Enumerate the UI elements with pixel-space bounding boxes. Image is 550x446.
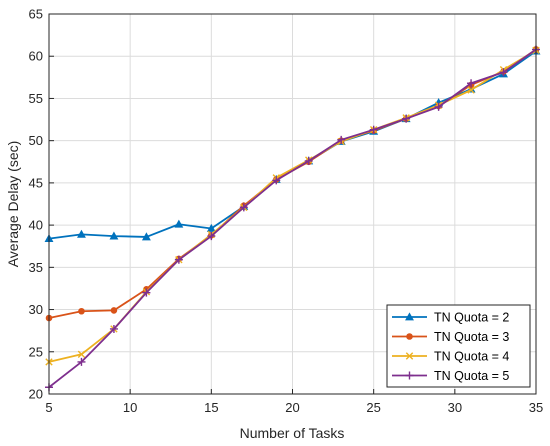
data-point — [272, 176, 281, 185]
data-point — [174, 255, 183, 264]
y-axis-label: Average Delay (sec) — [5, 141, 21, 268]
data-point — [77, 357, 86, 366]
data-point — [78, 307, 85, 315]
legend-marker — [405, 352, 414, 360]
data-point — [499, 68, 508, 77]
data-point — [142, 288, 151, 297]
series-line — [48, 48, 537, 388]
data-point — [467, 86, 475, 94]
y-tick-label: 25 — [29, 344, 43, 359]
data-point — [141, 232, 151, 241]
data-point — [304, 156, 313, 165]
data-point — [109, 324, 118, 333]
series-layer — [44, 45, 541, 392]
legend-marker — [406, 333, 413, 340]
legend-item: TN Quota = 2 — [392, 311, 509, 325]
legend-label: TN Quota = 4 — [434, 350, 509, 364]
y-tick-label: 20 — [29, 387, 43, 402]
axis-ticks: 5 10 15 20 25 30 35 20 25 30 35 40 45 50 55 60 65 — [29, 7, 544, 416]
legend-marker — [405, 371, 414, 380]
y-tick-label: 45 — [29, 175, 43, 190]
data-point — [467, 79, 476, 88]
data-point — [110, 307, 118, 314]
data-point — [369, 125, 378, 134]
legend-marker — [405, 312, 414, 321]
x-tick-label: 20 — [285, 400, 299, 415]
data-point — [239, 203, 248, 212]
data-point — [174, 219, 184, 228]
legend-item: TN Quota = 5 — [392, 369, 509, 383]
data-point — [206, 223, 216, 232]
legend-box — [386, 304, 531, 388]
y-tick-label: 50 — [29, 133, 43, 148]
data-point — [77, 350, 86, 359]
y-tick-label: 35 — [29, 260, 43, 275]
y-tick-label: 40 — [29, 218, 43, 233]
y-tick-label: 55 — [29, 91, 43, 106]
data-point — [402, 114, 411, 123]
x-axis-label: Number of Tasks — [240, 425, 345, 441]
data-point — [109, 231, 119, 240]
legend-label: TN Quota = 3 — [434, 330, 509, 344]
data-point — [434, 102, 443, 111]
x-tick-label: 30 — [448, 400, 462, 415]
x-tick-label: 15 — [204, 400, 218, 415]
y-tick-label: 30 — [29, 302, 43, 317]
x-tick-label: 35 — [529, 400, 543, 415]
legend-label: TN Quota = 2 — [434, 311, 509, 325]
x-tick-label: 25 — [366, 400, 380, 415]
y-tick-label: 60 — [29, 49, 43, 64]
legend-label: TN Quota = 5 — [434, 369, 509, 383]
data-point — [77, 229, 86, 238]
x-tick-label: 10 — [123, 400, 137, 415]
data-point — [207, 232, 216, 241]
legend-item: TN Quota = 4 — [392, 350, 509, 364]
x-tick-label: 5 — [45, 400, 52, 415]
data-point — [337, 135, 346, 144]
legend: TN Quota = 2 TN Quota = 3 TN Quota = 4 TN Q… — [386, 304, 531, 388]
legend-item: TN Quota = 3 — [392, 330, 509, 344]
y-tick-label: 65 — [29, 7, 43, 22]
